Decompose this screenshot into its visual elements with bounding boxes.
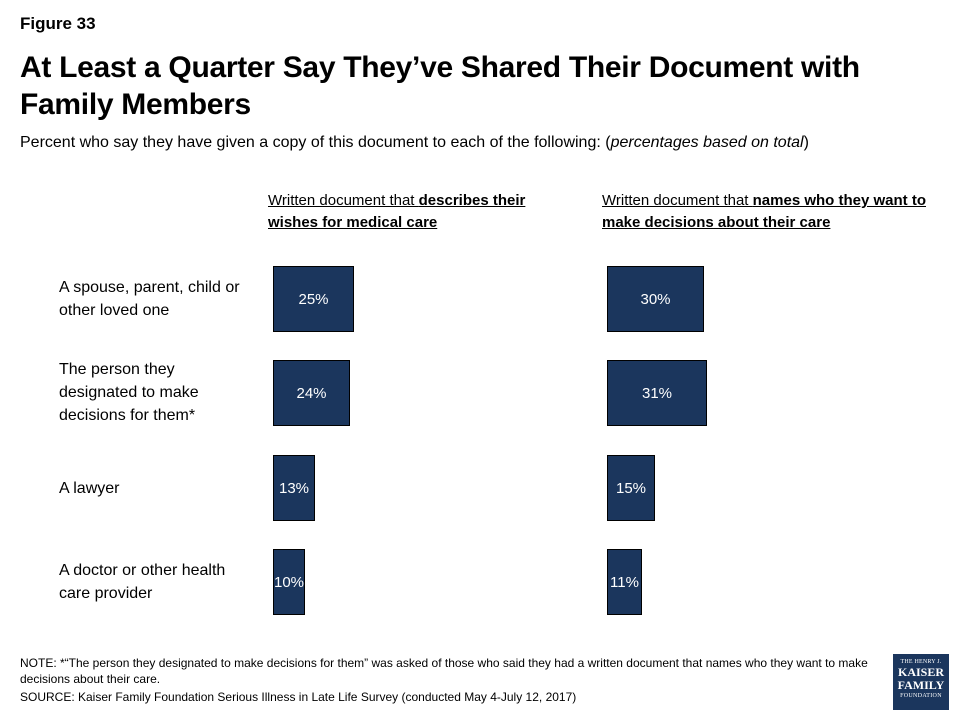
category-label-lawyer: A lawyer [59, 480, 120, 497]
bar-value-label: 30% [640, 290, 671, 308]
subtitle-italic: percentages based on total [610, 134, 804, 151]
bar-panel-1-row-2: 24% [273, 360, 350, 426]
logo-line-4: FOUNDATION [900, 693, 942, 699]
bar-value-label: 13% [278, 479, 310, 497]
chart-subtitle: Percent who say they have given a copy o… [20, 134, 809, 152]
bar-value-label: 11% [610, 573, 639, 591]
panel-header-wishes-bold: describes their wishes for medical care [268, 192, 526, 231]
figure-label: Figure 33 [20, 14, 96, 33]
panel-header-wishes-plain: Written document that [268, 192, 419, 209]
bar-panel-1-row-1: 25% [273, 266, 354, 332]
kff-logo: THE HENRY J. KAISER FAMILY FOUNDATION [893, 654, 949, 710]
source-note: SOURCE: Kaiser Family Foundation Serious… [20, 690, 577, 704]
bar-panel-1-row-4: 10% [273, 549, 305, 615]
logo-line-3: FAMILY [897, 678, 945, 692]
bar-value-label: 10% [273, 573, 305, 591]
panel-header-wishes: Written document that describes their wi… [268, 190, 558, 234]
bar-panel-2-row-2: 31% [607, 360, 707, 426]
chart-title: At Least a Quarter Say They’ve Shared Th… [20, 51, 860, 121]
bar-value-label: 15% [615, 479, 647, 497]
category-label-doctor: A doctor or other health care provider [59, 562, 226, 602]
category-label-designated-person: The person they designated to make decis… [59, 361, 199, 424]
bar-panel-2-row-3: 15% [607, 455, 655, 521]
panel-header-names-plain: Written document that [602, 192, 753, 209]
logo-line-1: THE HENRY J. [900, 659, 942, 665]
panel-header-names-bold: names who they want to make decisions ab… [602, 192, 926, 231]
footnote: NOTE: *“The person they designated to ma… [20, 656, 868, 686]
bar-panel-2-row-4: 11% [607, 549, 642, 615]
logo-line-2: KAISER [897, 665, 944, 679]
bar-panel-1-row-3: 13% [273, 455, 315, 521]
bar-value-label: 25% [298, 290, 329, 308]
subtitle-text: Percent who say they have given a copy o… [20, 134, 611, 151]
bar-value-label: 31% [641, 384, 673, 402]
bar-value-label: 24% [296, 384, 327, 402]
subtitle-close: ) [803, 134, 809, 151]
bar-panel-2-row-1: 30% [607, 266, 704, 332]
panel-header-names: Written document that names who they wan… [602, 190, 932, 234]
category-label-loved-one: A spouse, parent, child or other loved o… [59, 279, 240, 319]
